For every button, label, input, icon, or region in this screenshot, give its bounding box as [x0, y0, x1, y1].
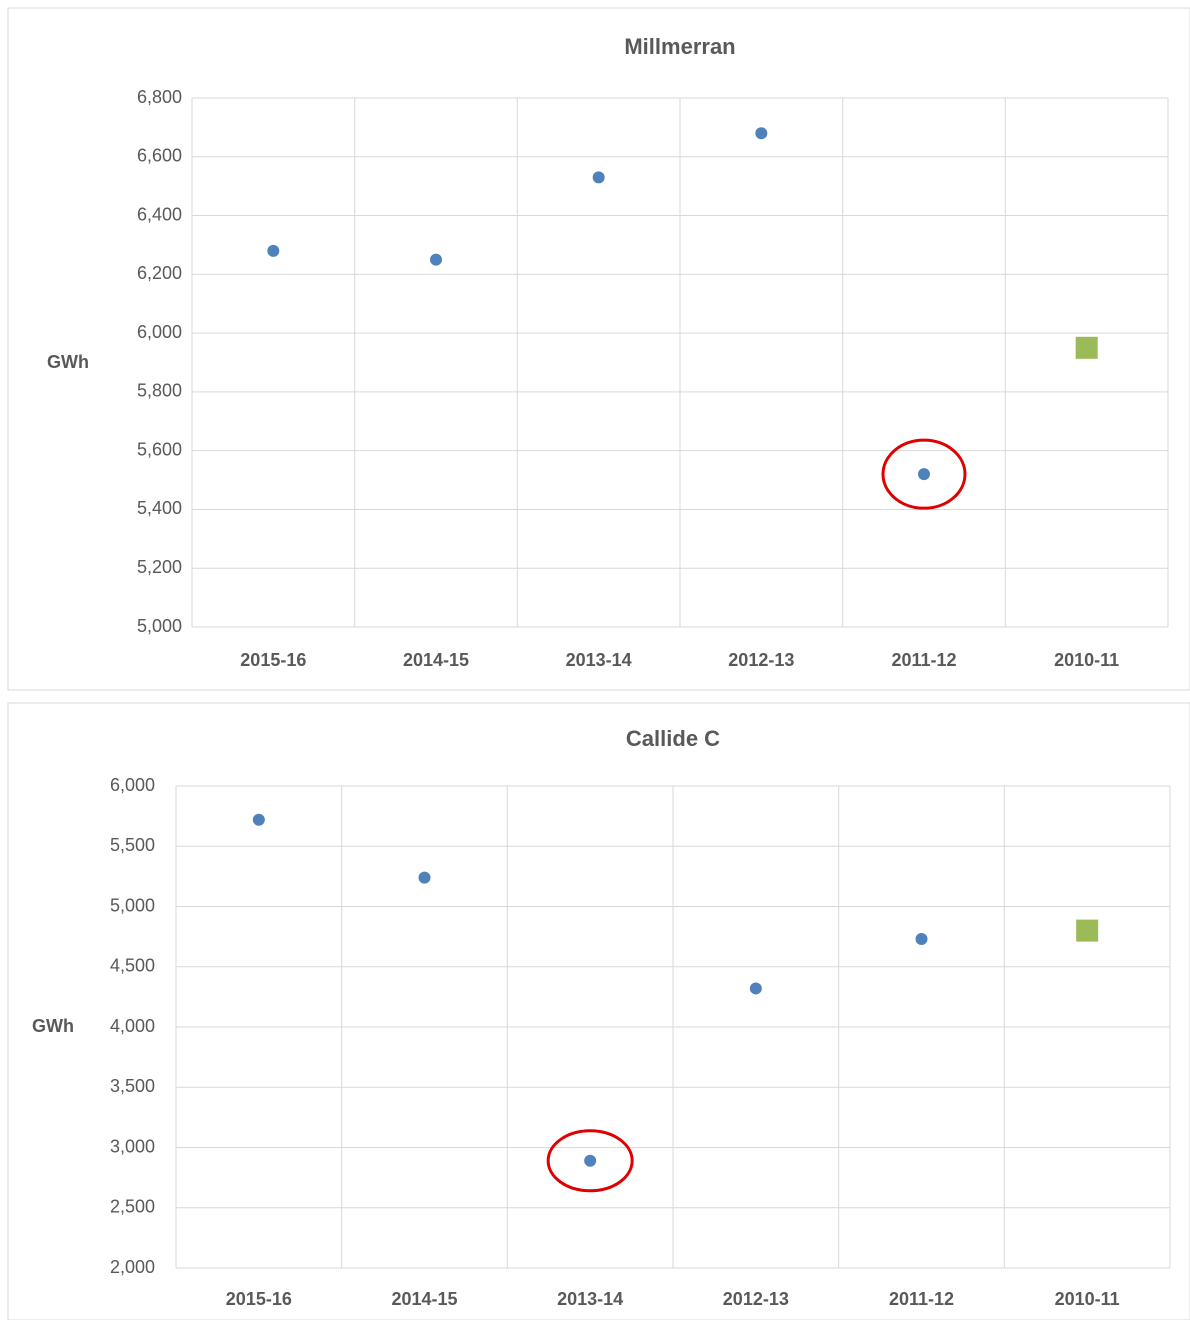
y-tick-label: 3,000: [110, 1136, 155, 1156]
y-tick-label: 6,400: [137, 204, 182, 224]
highlight-ring: [546, 1129, 634, 1193]
y-tick-label: 5,400: [137, 498, 182, 518]
y-tick-label: 5,800: [137, 381, 182, 401]
point: [1075, 336, 1098, 359]
point: [430, 253, 442, 266]
y-axis-label: GWh: [32, 1016, 74, 1036]
x-tick-label: 2015-16: [226, 1289, 292, 1309]
x-tick-label: 2010-11: [1054, 650, 1119, 670]
point: [418, 871, 431, 884]
y-tick-label: 5,000: [110, 895, 155, 915]
point: [592, 171, 605, 184]
x-tick-label: 2010-11: [1055, 1289, 1120, 1309]
y-tick-label: 5,000: [137, 616, 182, 636]
x-tick-label: 2013-14: [566, 650, 632, 670]
y-tick-label: 5,500: [110, 835, 155, 855]
y-tick-label: 5,200: [137, 557, 182, 577]
chart-frame: [7, 702, 1190, 1321]
x-tick-label: 2012-13: [728, 650, 794, 670]
x-tick-label: 2012-13: [723, 1289, 789, 1309]
y-axis-label: GWh: [47, 352, 89, 372]
x-tick-label: 2014-15: [391, 1289, 457, 1309]
y-tick-label: 5,600: [137, 439, 182, 459]
chart-title: Millmerran: [624, 34, 735, 59]
point: [252, 813, 265, 826]
y-tick-label: 6,800: [137, 87, 182, 107]
point: [755, 127, 768, 140]
chart-frame: [7, 7, 1190, 691]
point: [267, 244, 280, 257]
y-tick-label: 6,200: [137, 263, 182, 283]
y-tick-label: 6,000: [137, 322, 182, 342]
y-tick-label: 4,500: [110, 956, 155, 976]
y-tick-label: 2,500: [110, 1197, 155, 1217]
y-tick-label: 2,000: [110, 1257, 155, 1277]
point: [915, 933, 928, 946]
y-tick-label: 3,500: [110, 1076, 155, 1096]
point: [1076, 919, 1099, 942]
point: [584, 1154, 597, 1167]
y-tick-label: 6,600: [137, 146, 182, 166]
y-tick-label: 6,000: [110, 775, 155, 795]
x-tick-label: 2014-15: [403, 650, 469, 670]
x-tick-label: 2015-16: [240, 650, 306, 670]
point: [918, 468, 930, 481]
point: [749, 982, 762, 995]
highlight-ring: [881, 438, 967, 510]
x-tick-label: 2013-14: [557, 1289, 623, 1309]
x-tick-label: 2011-12: [891, 650, 956, 670]
x-tick-label: 2011-12: [889, 1289, 954, 1309]
y-tick-label: 4,000: [110, 1016, 155, 1036]
chart-title: Callide C: [626, 726, 720, 751]
